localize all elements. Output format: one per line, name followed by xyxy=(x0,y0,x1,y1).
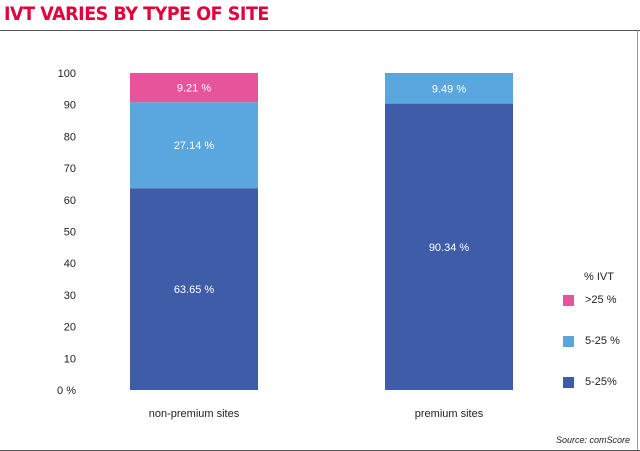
legend-title: % IVT xyxy=(584,271,614,283)
y-tick-label: 10 xyxy=(64,353,76,365)
bar-segment xyxy=(130,188,258,390)
legend-swatch xyxy=(563,336,574,347)
legend-swatch xyxy=(563,377,574,388)
data-label: 27.14 % xyxy=(174,140,215,152)
y-tick-label: 40 xyxy=(64,258,76,270)
y-tick-label: 90 xyxy=(64,100,76,112)
y-tick-label: 20 xyxy=(64,322,76,334)
legend-label: 5-25 % xyxy=(585,335,620,347)
bar-segment xyxy=(385,73,513,74)
y-tick-label: 80 xyxy=(64,131,76,143)
category-label: premium sites xyxy=(415,408,484,420)
source-note: Source: comScore xyxy=(555,435,630,445)
bar-segment xyxy=(385,103,513,391)
right-rule xyxy=(637,30,638,451)
y-tick-label: 60 xyxy=(64,195,76,207)
y-tick-label: 0 % xyxy=(57,385,76,397)
y-tick-label: 70 xyxy=(64,163,76,175)
y-tick-label: 50 xyxy=(64,227,76,239)
legend-label: >25 % xyxy=(585,294,617,306)
legend-label: 5-25% xyxy=(585,376,617,388)
bar-segment xyxy=(130,73,258,103)
chart-title: IVT VARIES BY TYPE OF SITE xyxy=(4,3,269,25)
data-label: 90.34 % xyxy=(429,242,470,254)
bar-segment xyxy=(130,102,258,189)
legend-swatch xyxy=(563,295,574,306)
category-label: non-premium sites xyxy=(149,408,240,420)
data-label: 9.21 % xyxy=(177,83,211,95)
y-tick-label: 30 xyxy=(64,290,76,302)
top-rule xyxy=(0,30,640,31)
data-label: 63.65 % xyxy=(174,284,215,296)
data-label: 9.49 % xyxy=(432,84,466,96)
y-tick-label: 100 xyxy=(58,68,76,80)
bar-segment xyxy=(385,73,513,104)
